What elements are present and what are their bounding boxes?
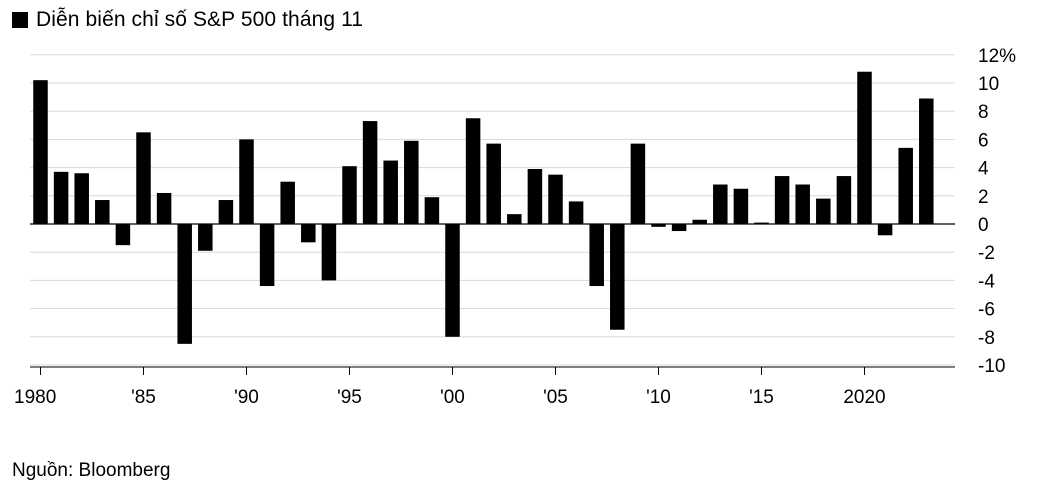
bar-2019 — [836, 176, 852, 224]
bar-1998 — [404, 140, 419, 224]
axes: 12% 10 8 6 4 2 0 -2 -4 -6 -8 -10 1980 '85 '90 '95 '00 '05… — [14, 46, 1016, 408]
bar-2022 — [898, 147, 913, 224]
bar-1993 — [301, 224, 316, 243]
y-tick-label: -8 — [978, 328, 995, 349]
bar-1989 — [218, 200, 234, 224]
legend-swatch — [12, 12, 28, 28]
bar-2006 — [568, 201, 584, 224]
y-tick-label: -6 — [978, 300, 995, 321]
bar-2005 — [548, 174, 563, 224]
x-tick-label: 2020 — [843, 387, 885, 408]
bar-2021 — [877, 224, 893, 236]
x-tick-label: '90 — [234, 387, 259, 408]
bar-1988 — [198, 224, 213, 251]
bar-1994 — [321, 224, 337, 281]
y-tick-label: 12% — [978, 46, 1016, 67]
y-tick-label: 10 — [978, 74, 999, 95]
bar-2002 — [486, 143, 501, 224]
bar-2007 — [589, 224, 604, 287]
bar-2018 — [816, 198, 831, 224]
x-tick-label: '05 — [543, 387, 568, 408]
bar-2014 — [733, 188, 749, 224]
x-tick-label: '15 — [749, 387, 774, 408]
y-tick-label: -10 — [978, 356, 1005, 377]
bar-2017 — [795, 184, 810, 224]
bar-2016 — [774, 176, 790, 224]
bar-2003 — [507, 214, 522, 224]
bar-2010 — [651, 224, 666, 227]
y-tick-label: 2 — [978, 187, 989, 208]
bar-1992 — [280, 181, 295, 224]
bar-2013 — [713, 184, 728, 224]
y-tick-label: -4 — [978, 271, 995, 292]
y-tick-label: 0 — [978, 215, 989, 236]
bar-2009 — [630, 143, 646, 224]
x-tick-label: '85 — [131, 387, 156, 408]
bar-2012 — [692, 219, 707, 224]
bar-1991 — [259, 224, 275, 287]
x-tick-label: '00 — [440, 387, 465, 408]
bars — [33, 71, 934, 344]
bar-1984 — [115, 224, 131, 246]
bar-2001 — [465, 118, 481, 224]
bar-1986 — [156, 192, 172, 224]
bar-1985 — [136, 132, 151, 224]
bar-1990 — [239, 139, 254, 224]
bar-2000 — [445, 224, 460, 337]
bar-2023 — [919, 98, 934, 224]
bar-2004 — [527, 169, 543, 224]
y-tick-label: 8 — [978, 102, 989, 123]
bar-1997 — [383, 160, 398, 224]
bar-1983 — [95, 200, 110, 224]
bar-1980 — [33, 80, 48, 225]
x-tick-label: 1980 — [14, 387, 56, 408]
source-note: Nguồn: Bloomberg — [12, 460, 171, 481]
x-tick-label: '10 — [646, 387, 671, 408]
bar-1996 — [362, 121, 378, 224]
y-tick-label: -2 — [978, 243, 995, 264]
bar-1999 — [424, 197, 440, 224]
bar-1995 — [342, 166, 357, 224]
bar-1982 — [74, 173, 89, 224]
bar-2008 — [610, 224, 625, 330]
y-tick-label: 4 — [978, 159, 989, 180]
chart-legend: Diễn biến chỉ số S&P 500 tháng 11 — [12, 8, 363, 32]
bar-1987 — [177, 224, 192, 344]
y-tick-label: 6 — [978, 130, 989, 151]
x-tick-label: '95 — [337, 387, 362, 408]
chart-title: Diễn biến chỉ số S&P 500 tháng 11 — [36, 8, 364, 31]
bar-2020 — [857, 71, 872, 224]
bar-2011 — [671, 224, 687, 232]
bar-2015 — [754, 222, 769, 224]
bar-1981 — [53, 171, 69, 224]
